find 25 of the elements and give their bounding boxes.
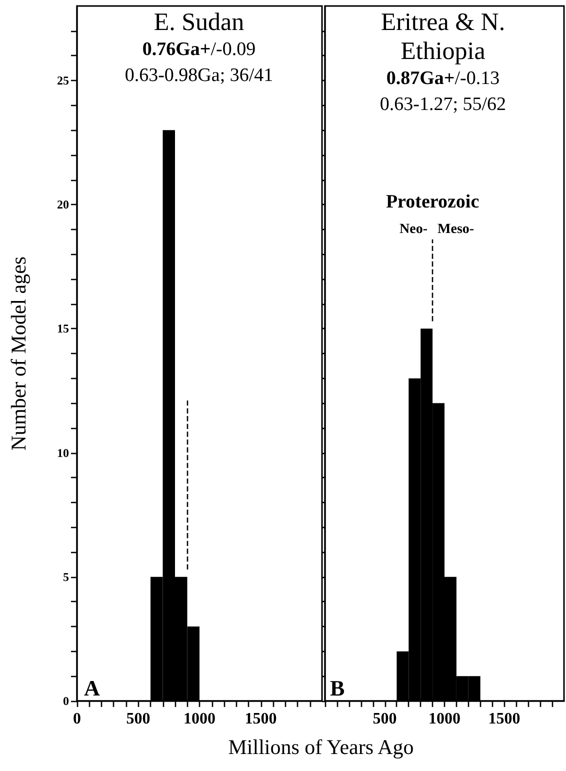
text: 0.76Ga+/-0.09 [141,38,257,62]
annotation: 0.63-0.98Ga; 36/41 [124,64,274,88]
x-tick-label: 1500 [488,710,520,728]
x-tick-label: 1500 [244,710,277,728]
x-axis-title: Millions of Years Ago [227,735,415,760]
chart-title: E. Sudan [152,8,246,37]
y-tick-label: 20 [57,198,69,212]
y-tick-label: 15 [57,322,69,336]
text: 0.87Ga+/-0.13 [385,67,501,91]
y-axis-title: Number of Model ages [6,256,30,451]
x-tick-label: 500 [372,710,397,728]
y-tick-label: 0 [63,694,69,708]
y-tick-label: 25 [57,73,69,88]
annotation: B [330,676,345,700]
text: Eritrea & N. Ethiopia [380,8,506,66]
x-tick-label: 1000 [428,710,460,728]
annotation: 0.63-1.27; 55/62 [378,93,508,117]
annotation: Meso- [438,222,474,237]
y-tick-label: 10 [57,446,69,460]
annotation: Proterozoic [386,191,480,212]
y-tick-label: 5 [63,570,69,584]
x-tick-label: 1000 [184,710,216,728]
annotation: Neo- [400,222,428,237]
x-tick-label: 500 [126,710,150,728]
annotation: A [84,676,100,700]
